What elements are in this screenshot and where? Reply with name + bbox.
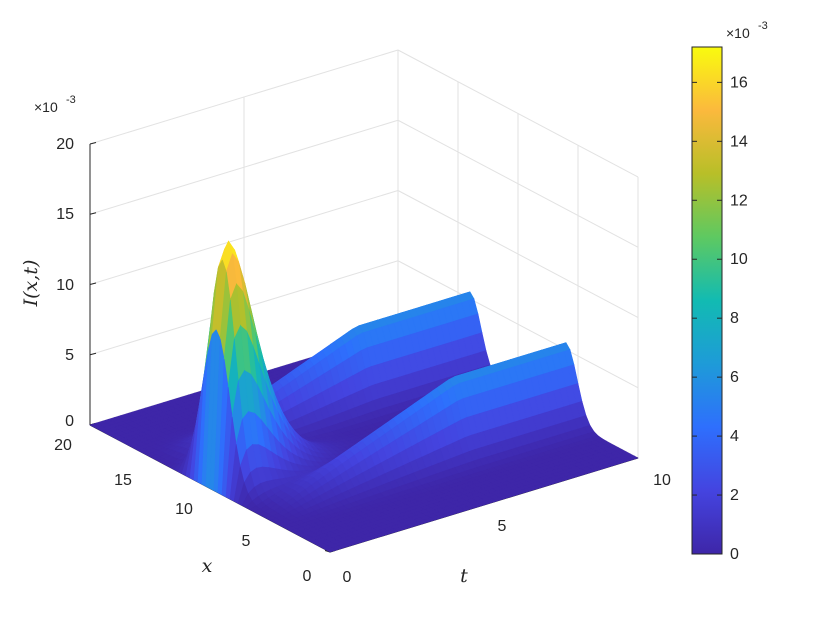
x-axis-label: x — [202, 555, 213, 577]
t-axis-ticks: 0 5 10 — [343, 472, 671, 586]
z-exponent: ×10 -3 — [34, 94, 76, 115]
z-exponent-power: -3 — [66, 94, 76, 106]
z-tick-mark — [89, 282, 97, 285]
colorbar-tick-label: 14 — [730, 133, 748, 150]
t-tick-label: 0 — [343, 569, 352, 586]
x-tick-label: 15 — [114, 472, 132, 489]
colorbar-ticks: 0 2 4 6 8 10 12 14 16 — [692, 74, 748, 563]
surface-mesh — [89, 240, 639, 553]
z-exponent-base: ×10 — [34, 99, 58, 115]
z-tick-label: 5 — [65, 347, 74, 364]
x-tick-label: 10 — [175, 501, 193, 518]
colorbar-exponent-base: ×10 — [726, 25, 750, 41]
colorbar-tick-label: 10 — [730, 251, 748, 268]
colorbar-tick-label: 6 — [730, 369, 739, 386]
x-tick-label: 20 — [54, 437, 72, 454]
colorbar-tick-label: 8 — [730, 310, 739, 327]
colorbar: 0 2 4 6 8 10 12 14 16 ×10 -3 — [691, 20, 768, 563]
z-axis-ticks: 0 5 10 15 20 — [56, 136, 74, 430]
colorbar-tick-label: 16 — [730, 74, 748, 91]
z-tick-mark — [89, 142, 97, 145]
z-axis-label: I(x,t) — [20, 260, 42, 308]
x-tick-label: 0 — [303, 568, 312, 585]
colorbar-exponent-power: -3 — [758, 20, 768, 32]
z-tick-mark — [89, 352, 97, 356]
x-axis-ticks: 0 5 10 15 20 — [54, 437, 311, 585]
z-tick-label: 20 — [56, 136, 74, 153]
z-tick-label: 15 — [56, 206, 74, 223]
z-tick-label: 10 — [56, 277, 74, 294]
colorbar-tick-label: 2 — [730, 487, 739, 504]
surface-patch — [325, 547, 337, 553]
x-tick-label: 5 — [242, 533, 251, 550]
t-axis-label: t — [460, 565, 468, 587]
t-tick-label: 10 — [653, 472, 671, 489]
colorbar-tick-label: 4 — [730, 428, 739, 445]
colorbar-tick-label: 12 — [730, 192, 748, 209]
colorbar-gradient — [691, 46, 723, 555]
t-tick-label: 5 — [498, 518, 507, 535]
z-tick-mark — [89, 212, 97, 215]
colorbar-tick-label: 0 — [730, 546, 739, 563]
z-tick-label: 0 — [65, 413, 74, 430]
